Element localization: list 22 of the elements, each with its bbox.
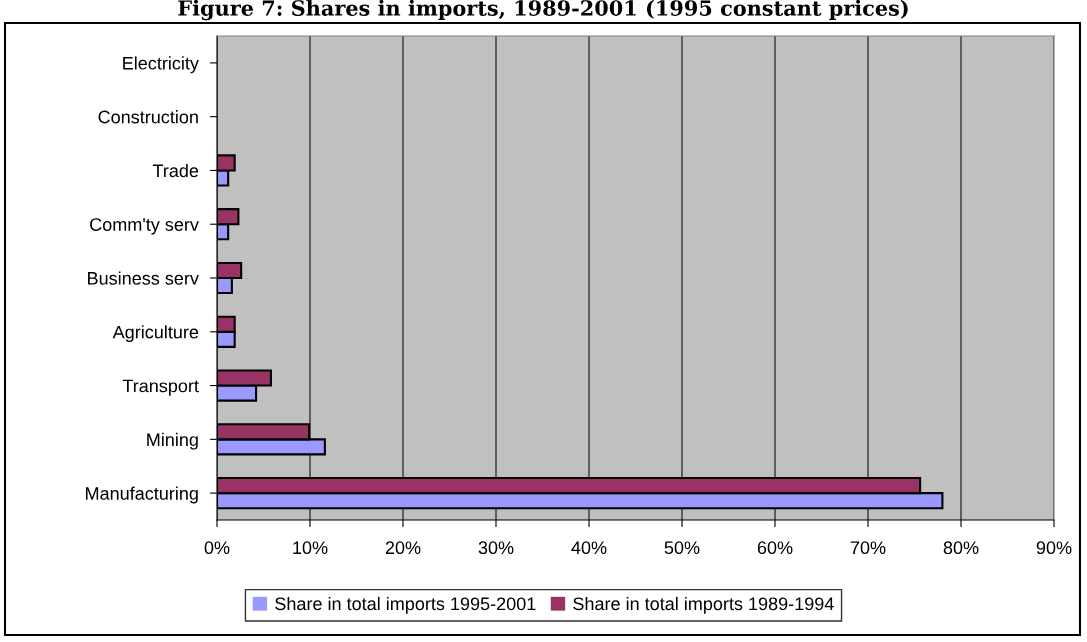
legend-label: Share in total imports 1989-1994 [573,596,834,614]
x-tick-label: 80% [943,541,979,555]
x-tick-label: 60% [757,541,793,555]
y-tick-label: Business serv [88,271,199,285]
y-tick-label: Agriculture [112,325,199,343]
y-tick-label: Trade [152,163,199,178]
y-tick-label: Comm'ty serv [90,218,199,235]
x-tick-label: 40% [571,541,607,555]
x-tick-label: 20% [385,541,421,555]
legend-label: Share in total imports 1995-2001 [275,596,536,614]
x-tick-label: 90% [1036,541,1072,555]
y-tick-label: Electricity [123,56,199,74]
y-tick-label: Transport [122,379,199,396]
x-tick-label: 0% [204,541,230,555]
y-tick-label: Construction [98,110,198,124]
chart-title: Figure 7: Shares in imports, 1989-2001 (1995 constant prices) [178,0,908,21]
x-tick-label: 70% [850,541,886,555]
y-tick-label: Mining [147,432,198,450]
x-tick-label: 30% [478,541,514,555]
x-tick-label: 10% [293,541,328,555]
x-tick-label: 50% [664,541,700,555]
y-tick-label: Manufacturing [86,486,198,504]
